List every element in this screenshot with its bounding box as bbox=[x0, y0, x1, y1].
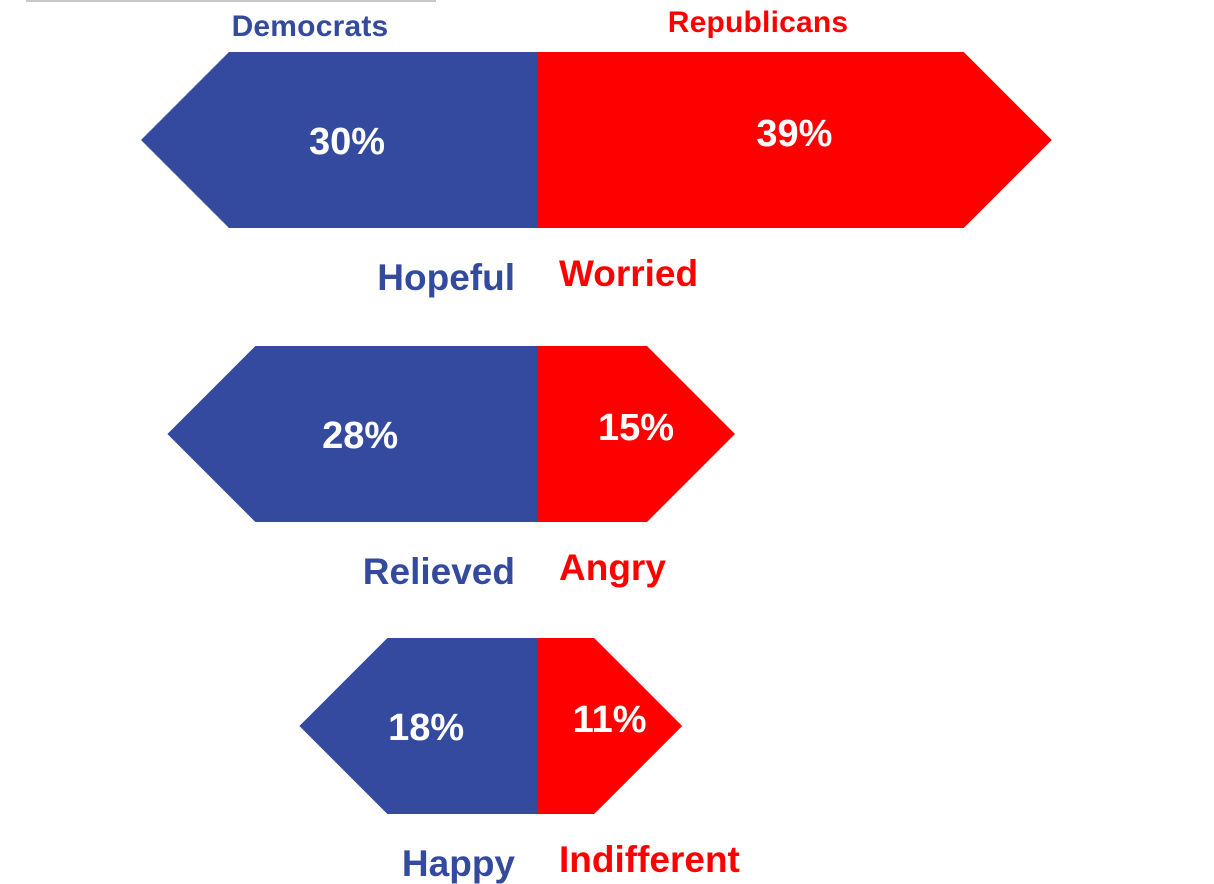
democrats-value-label-0: 30% bbox=[309, 121, 385, 163]
republicans-value-label-0: 39% bbox=[756, 113, 832, 155]
republicans-emotion-label-0: Worried bbox=[559, 253, 698, 294]
democrats-bar-0 bbox=[141, 52, 537, 228]
republicans-bar-2 bbox=[537, 638, 683, 814]
republicans-bar-1 bbox=[537, 346, 735, 522]
democrats-bar-2 bbox=[299, 638, 537, 814]
democrats-header: Democrats bbox=[231, 10, 389, 43]
democrats-bar-1 bbox=[167, 346, 537, 522]
democrats-emotion-label-2: Happy bbox=[402, 843, 516, 884]
top-rule bbox=[26, 0, 436, 2]
republicans-emotion-label-2: Indifferent bbox=[559, 839, 740, 880]
republicans-bar-0 bbox=[537, 52, 1052, 228]
republicans-value-label-1: 15% bbox=[598, 407, 674, 449]
republicans-emotion-label-1: Angry bbox=[559, 547, 666, 588]
democrats-value-label-1: 28% bbox=[322, 415, 398, 457]
democrats-value-label-2: 18% bbox=[388, 707, 464, 749]
democrats-emotion-label-0: Hopeful bbox=[377, 257, 515, 298]
democrats-emotion-label-1: Relieved bbox=[363, 551, 515, 592]
republicans-value-label-2: 11% bbox=[573, 699, 647, 741]
republicans-header: Republicans bbox=[667, 6, 849, 39]
